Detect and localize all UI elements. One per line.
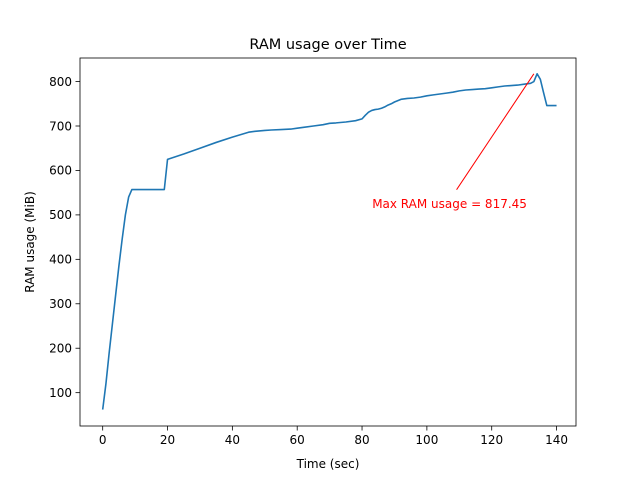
- y-tick-label: 400: [49, 253, 72, 267]
- y-tick-label: 300: [49, 297, 72, 311]
- annotation-arrow: [456, 73, 535, 190]
- y-tick-label: 100: [49, 386, 72, 400]
- y-axis-title: RAM usage (MiB): [23, 191, 37, 293]
- x-tick-label: 80: [354, 433, 369, 447]
- x-tick-label: 140: [545, 433, 568, 447]
- plot-frame: [79, 57, 577, 427]
- x-tick-label: 20: [160, 433, 175, 447]
- x-tick-label: 60: [290, 433, 305, 447]
- x-tick-label: 100: [415, 433, 438, 447]
- y-tick-label: 800: [49, 75, 72, 89]
- series-line-0: [101, 73, 557, 410]
- chart-title: RAM usage over Time: [249, 37, 406, 53]
- axes-layer: 0 20 40 60 80 100 120 140 100 200 300 400 500 600 700 8…: [49, 57, 577, 447]
- series-layer: [101, 73, 557, 410]
- annotation-label: Max RAM usage = 817.45: [372, 197, 527, 211]
- x-tick-label: 120: [480, 433, 503, 447]
- y-tick-label: 200: [49, 342, 72, 356]
- x-tick-label: 0: [99, 433, 107, 447]
- y-tick-label: 600: [49, 164, 72, 178]
- y-tick-label: 500: [49, 208, 72, 222]
- x-axis-title: Time (sec): [296, 457, 360, 471]
- y-tick-label: 700: [49, 119, 72, 133]
- x-tick-label: 40: [225, 433, 240, 447]
- annotation-layer: Max RAM usage = 817.45: [372, 73, 535, 211]
